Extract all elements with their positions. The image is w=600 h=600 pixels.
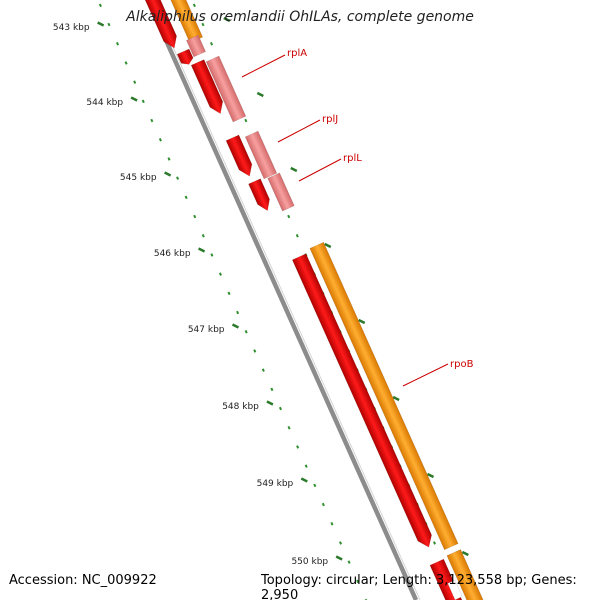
ruler-minor-tick-outer [210,41,214,46]
gene-label-leader [298,158,342,182]
gene-rplL-red [248,178,270,212]
ruler-major-tick-outer [426,472,435,479]
ruler-minor-tick-inner [184,195,188,200]
ruler-major-tick-outer [256,91,264,98]
ruler-minor-tick-inner [98,3,102,8]
ruler-minor-tick-outer [287,214,291,219]
genome-title: Alkaliphilus oremlandii OhILAs, complete… [126,9,474,25]
gene-label-rplL: rplL [343,153,362,164]
ruler-minor-tick-inner [201,233,205,238]
genome-backbone [145,0,419,600]
ruler-minor-tick-inner [193,214,197,219]
gene-label-rplJ: rplJ [322,114,338,125]
ruler-minor-tick-outer [192,3,196,8]
tick-label: 543 kbp [53,23,90,33]
tick-label: 548 kbp [222,402,259,412]
ruler-minor-tick-inner [261,368,265,372]
ruler-major-tick-inner [97,21,105,27]
tick-label: 546 kbp [154,249,191,259]
tick-label: 549 kbp [257,479,294,489]
ruler-minor-tick-inner [133,80,137,84]
gene-label-leader [402,363,449,387]
ruler-minor-tick-outer [295,233,299,238]
ruler-major-tick-inner [130,96,138,102]
ruler-major-tick-inner [335,555,343,561]
gene-red-top [138,0,177,49]
gene-pink-top [185,34,207,58]
ruler-major-tick-inner [231,323,240,329]
ruler-minor-tick-inner [339,541,343,545]
ruler-major-tick-inner [300,477,308,483]
gene-rpoB-red [291,253,432,548]
ruler-minor-tick-inner [158,137,162,142]
ruler-minor-tick-inner [304,464,308,468]
gene-rplA-pink [205,55,247,123]
ruler-minor-tick-inner [227,291,231,296]
ruler-minor-tick-inner [330,521,334,526]
gene-white-gap [447,579,463,600]
ruler-minor-tick-outer [433,541,437,545]
tick-label: 545 kbp [120,173,157,183]
ruler-major-tick-inner [164,171,172,177]
ruler-minor-tick-inner [141,99,145,104]
ruler-minor-tick-inner [210,253,214,257]
ruler-minor-tick-inner [253,349,257,353]
ruler-major-tick-outer [461,550,469,557]
gene-rplJ-pink [244,130,278,180]
gene-orange-top [160,0,204,44]
gene-label-leader [277,119,321,143]
ruler-minor-tick-inner [167,157,171,161]
ruler-minor-tick-inner [150,118,154,123]
ruler-minor-tick-inner [347,560,351,564]
tick-label: 544 kbp [86,98,123,108]
gene-rplJ-red [225,134,253,177]
ruler-minor-tick-inner [176,176,180,180]
ruler-minor-tick-inner [236,310,240,315]
ruler-minor-tick-inner [244,329,248,334]
ruler-minor-tick-inner [278,406,282,411]
tick-label: 550 kbp [291,557,328,567]
tick-label: 547 kbp [188,325,225,335]
ruler-minor-tick-inner [321,502,325,507]
ruler-major-tick-outer [223,16,231,23]
accession-text: Accession: NC_009922 [9,573,157,588]
gene-rplA-red [190,59,224,115]
ruler-major-tick-outer [392,395,400,402]
genome-summary-text: Topology: circular; Length: 3,123,558 bp… [261,573,577,600]
gene-label-rpoB: rpoB [450,359,474,370]
gene-orange-bottom [446,549,486,600]
ruler-minor-tick-inner [124,61,128,65]
gene-rpoB-orange [309,241,459,551]
ruler-major-tick-outer [358,318,366,325]
genome-backbone-highlight [151,0,421,600]
ruler-minor-tick-outer [244,118,248,123]
ruler-major-tick-inner [266,400,274,406]
ruler-minor-tick-inner [287,425,291,430]
gene-label-leader [241,54,286,78]
ruler-minor-tick-inner [296,445,300,449]
ruler-minor-tick-inner [116,41,120,46]
ruler-major-tick-inner [198,247,206,253]
ruler-minor-tick-inner [270,387,274,392]
gene-label-rplA: rplA [287,48,307,59]
ruler-minor-tick-inner [107,22,111,27]
ruler-major-tick-outer [324,242,332,249]
gene-rplL-pink [267,172,295,212]
ruler-major-tick-outer [290,166,298,173]
ruler-minor-tick-inner [218,272,222,276]
ruler-minor-tick-outer [201,22,205,27]
ruler-minor-tick-inner [313,483,317,488]
ruler-minor-tick-inner [356,579,360,584]
gene-red-small-1 [176,48,194,65]
